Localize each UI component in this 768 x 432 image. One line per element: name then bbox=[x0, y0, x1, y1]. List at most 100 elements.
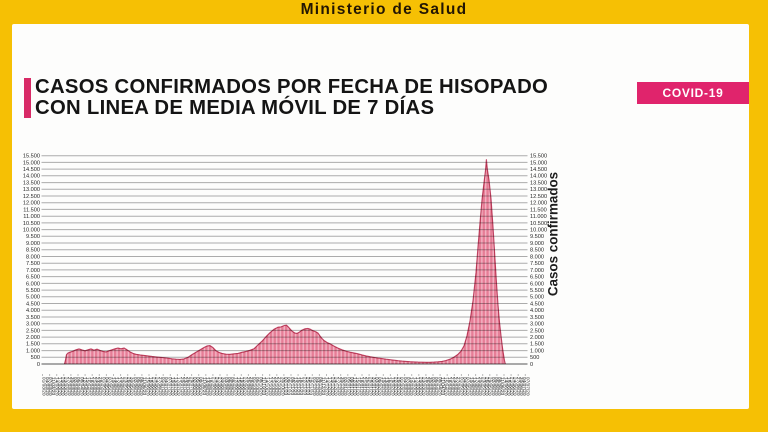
svg-text:04/07/20: 04/07/20 bbox=[521, 377, 527, 396]
svg-text:21/08/20: 21/08/20 bbox=[210, 377, 216, 396]
svg-text:4.000: 4.000 bbox=[530, 308, 544, 314]
svg-text:11.500: 11.500 bbox=[530, 207, 547, 213]
svg-text:13/07/20: 13/07/20 bbox=[173, 377, 179, 396]
svg-text:500: 500 bbox=[31, 355, 40, 361]
svg-text:04/07/20: 04/07/20 bbox=[163, 377, 169, 396]
svg-text:20/07/20: 20/07/20 bbox=[179, 377, 185, 396]
svg-text:24/06/20: 24/06/20 bbox=[512, 377, 518, 396]
svg-text:06/11/20: 06/11/20 bbox=[286, 377, 292, 396]
svg-text:14.500: 14.500 bbox=[530, 167, 547, 173]
svg-text:24/04/20: 24/04/20 bbox=[452, 377, 458, 396]
svg-text:09/09/20: 09/09/20 bbox=[229, 377, 235, 396]
svg-text:14/05/20: 14/05/20 bbox=[113, 377, 119, 396]
svg-text:14/08/20: 14/08/20 bbox=[204, 377, 210, 396]
svg-text:5.500: 5.500 bbox=[26, 288, 40, 294]
svg-text:6.500: 6.500 bbox=[26, 275, 40, 281]
svg-text:05/04/20: 05/04/20 bbox=[433, 377, 439, 396]
svg-text:17/12/20: 17/12/20 bbox=[327, 377, 333, 396]
svg-text:05/01/20: 05/01/20 bbox=[345, 377, 351, 396]
svg-text:15/04/20: 15/04/20 bbox=[85, 377, 91, 396]
svg-text:28/04/20: 28/04/20 bbox=[97, 377, 103, 396]
svg-text:11/12/20: 11/12/20 bbox=[320, 377, 326, 396]
svg-text:12.000: 12.000 bbox=[23, 201, 40, 207]
svg-text:15.500: 15.500 bbox=[23, 154, 40, 160]
svg-text:04/05/20: 04/05/20 bbox=[462, 377, 468, 396]
svg-text:13.500: 13.500 bbox=[23, 181, 40, 187]
svg-text:23/05/20: 23/05/20 bbox=[480, 377, 486, 396]
svg-text:05/06/20: 05/06/20 bbox=[493, 377, 499, 396]
svg-text:13.000: 13.000 bbox=[530, 187, 547, 193]
svg-text:05/06/20: 05/06/20 bbox=[135, 377, 141, 396]
svg-text:30/03/20: 30/03/20 bbox=[427, 377, 433, 396]
svg-text:11/06/20: 11/06/20 bbox=[141, 377, 147, 396]
svg-text:20/05/20: 20/05/20 bbox=[119, 377, 125, 396]
svg-text:11/08/20: 11/08/20 bbox=[201, 377, 207, 396]
svg-text:07/07/20: 07/07/20 bbox=[524, 377, 530, 396]
svg-text:1.000: 1.000 bbox=[530, 349, 544, 355]
svg-text:09/11/20: 09/11/20 bbox=[289, 377, 295, 396]
svg-text:06/02/20: 06/02/20 bbox=[377, 377, 383, 396]
svg-text:24/12/20: 24/12/20 bbox=[333, 377, 339, 396]
svg-text:02/06/20: 02/06/20 bbox=[132, 377, 138, 396]
svg-text:02/08/20: 02/08/20 bbox=[191, 377, 197, 396]
svg-text:10.000: 10.000 bbox=[530, 228, 547, 234]
svg-text:01/03/20: 01/03/20 bbox=[41, 377, 47, 396]
svg-text:29/05/20: 29/05/20 bbox=[487, 377, 493, 396]
svg-text:30/10/20: 30/10/20 bbox=[279, 377, 285, 396]
svg-text:25/09/20: 25/09/20 bbox=[245, 377, 251, 396]
svg-text:11.000: 11.000 bbox=[23, 214, 40, 220]
svg-text:11/03/20: 11/03/20 bbox=[50, 377, 56, 396]
svg-text:11.500: 11.500 bbox=[23, 207, 40, 213]
svg-text:1.500: 1.500 bbox=[530, 342, 544, 348]
svg-text:11.000: 11.000 bbox=[530, 214, 547, 220]
svg-text:15/04/20: 15/04/20 bbox=[443, 377, 449, 396]
svg-text:17/07/20: 17/07/20 bbox=[176, 377, 182, 396]
svg-text:3.500: 3.500 bbox=[26, 315, 40, 321]
svg-text:10/03/20: 10/03/20 bbox=[408, 377, 414, 396]
svg-text:18/11/20: 18/11/20 bbox=[298, 377, 304, 396]
svg-text:11/10/20: 11/10/20 bbox=[261, 377, 267, 396]
svg-text:18/04/20: 18/04/20 bbox=[88, 377, 94, 396]
svg-text:18/01/20: 18/01/20 bbox=[358, 377, 364, 396]
svg-text:8.500: 8.500 bbox=[26, 248, 40, 254]
svg-text:07/03/20: 07/03/20 bbox=[405, 377, 411, 396]
svg-text:17/05/20: 17/05/20 bbox=[474, 377, 480, 396]
svg-text:28/09/20: 28/09/20 bbox=[248, 377, 254, 396]
svg-text:12.500: 12.500 bbox=[23, 194, 40, 200]
svg-text:10/05/20: 10/05/20 bbox=[468, 377, 474, 396]
svg-text:19/02/20: 19/02/20 bbox=[389, 377, 395, 396]
svg-text:27/03/20: 27/03/20 bbox=[66, 377, 72, 396]
svg-text:10.500: 10.500 bbox=[23, 221, 40, 227]
svg-text:30/08/20: 30/08/20 bbox=[220, 377, 226, 396]
svg-text:14/12/20: 14/12/20 bbox=[323, 377, 329, 396]
svg-text:27/12/20: 27/12/20 bbox=[336, 377, 342, 396]
svg-text:30/03/20: 30/03/20 bbox=[69, 377, 75, 396]
svg-text:5.000: 5.000 bbox=[530, 295, 544, 301]
svg-text:02/06/20: 02/06/20 bbox=[490, 377, 496, 396]
svg-text:2.500: 2.500 bbox=[26, 328, 40, 334]
svg-text:3.000: 3.000 bbox=[530, 322, 544, 328]
svg-text:7.500: 7.500 bbox=[530, 261, 544, 267]
svg-text:04/12/20: 04/12/20 bbox=[314, 377, 320, 396]
svg-text:15.000: 15.000 bbox=[530, 160, 547, 166]
svg-text:28/01/20: 28/01/20 bbox=[367, 377, 373, 396]
svg-text:27/08/20: 27/08/20 bbox=[217, 377, 223, 396]
svg-text:14.500: 14.500 bbox=[23, 167, 40, 173]
svg-text:20/03/20: 20/03/20 bbox=[60, 377, 66, 396]
svg-text:15/11/20: 15/11/20 bbox=[295, 377, 301, 396]
svg-text:07/05/20: 07/05/20 bbox=[107, 377, 113, 396]
svg-text:2.500: 2.500 bbox=[530, 328, 544, 334]
svg-text:13.000: 13.000 bbox=[23, 187, 40, 193]
svg-text:08/06/20: 08/06/20 bbox=[496, 377, 502, 396]
svg-text:5.500: 5.500 bbox=[530, 288, 544, 294]
svg-text:6.000: 6.000 bbox=[26, 281, 40, 287]
svg-text:02/04/20: 02/04/20 bbox=[72, 377, 78, 396]
svg-text:9.500: 9.500 bbox=[26, 234, 40, 240]
svg-text:11/04/20: 11/04/20 bbox=[440, 377, 446, 396]
svg-text:2.000: 2.000 bbox=[26, 335, 40, 341]
svg-text:01/12/20: 01/12/20 bbox=[311, 377, 317, 396]
svg-text:01/05/20: 01/05/20 bbox=[458, 377, 464, 396]
svg-text:11/06/20: 11/06/20 bbox=[499, 377, 505, 396]
svg-text:8.000: 8.000 bbox=[530, 254, 544, 260]
svg-text:15.000: 15.000 bbox=[23, 160, 40, 166]
